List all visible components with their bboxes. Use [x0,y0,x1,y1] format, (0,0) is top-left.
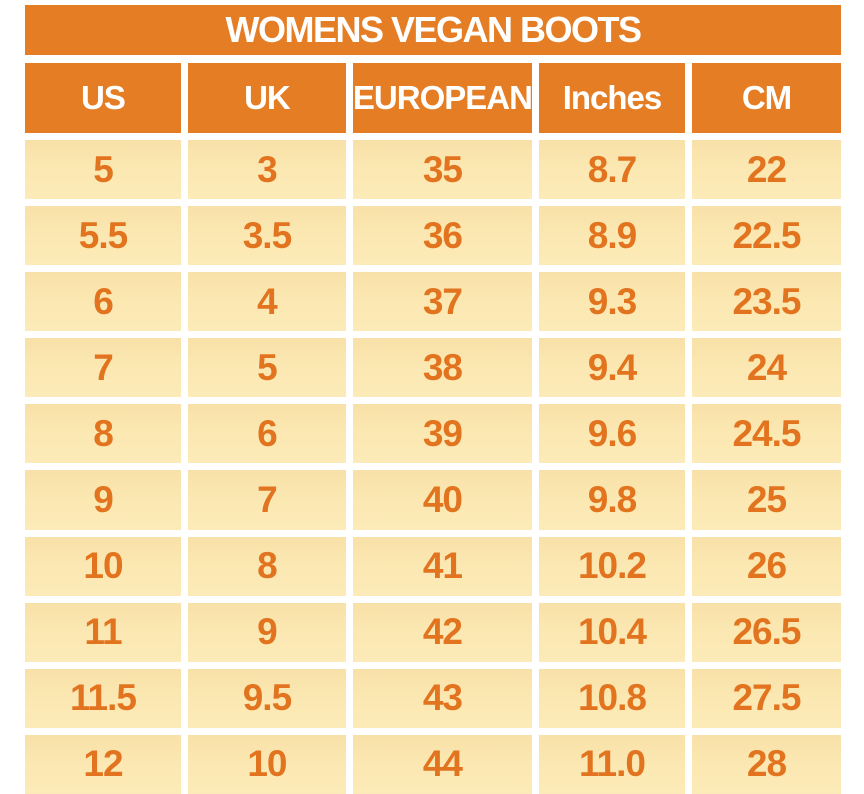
column-header-cm: CM [691,63,841,133]
table-cell: 26.5 [691,602,841,662]
table-cell: 26 [691,536,841,596]
table-cell: 11 [25,602,181,662]
column-header-inches: Inches [538,63,685,133]
column-header-uk: UK [187,63,346,133]
chart-title-bar: WOMENS VEGAN BOOTS [25,5,841,55]
table-cell: 38 [352,338,532,398]
table-cell: 3 [187,140,346,200]
table-cell: 8.7 [538,140,685,200]
table-cell: 9 [187,602,346,662]
table-cell: 39 [352,404,532,464]
table-cell: 9 [25,470,181,530]
chart-title: WOMENS VEGAN BOOTS [225,9,642,50]
table-cell: 10.4 [538,602,685,662]
table-cell: 11.5 [25,668,181,728]
table-cell: 9.5 [187,668,346,728]
table-cell: 24 [691,338,841,398]
table-cell: 25 [691,470,841,530]
table-cell: 6 [25,272,181,332]
table-cell: 10 [25,536,181,596]
table-cell: 8 [187,536,346,596]
table-cell: 8.9 [538,206,685,266]
table-cell: 10.2 [538,536,685,596]
table-cell: 9.3 [538,272,685,332]
table-cell: 9.8 [538,470,685,530]
table-cell: 41 [352,536,532,596]
table-cell: 5.5 [25,206,181,266]
table-cell: 4 [187,272,346,332]
column-header-us: US [25,63,181,133]
table-cell: 8 [25,404,181,464]
table-cell: 44 [352,734,532,794]
table-cell: 7 [187,470,346,530]
table-cell: 10.8 [538,668,685,728]
table-cell: 22 [691,140,841,200]
table-cell: 10 [187,734,346,794]
table-cell: 24.5 [691,404,841,464]
table-cell: 22.5 [691,206,841,266]
column-header-european: EUROPEAN [352,63,533,133]
table-cell: 27.5 [691,668,841,728]
table-cell: 43 [352,668,532,728]
table-cell: 12 [25,734,181,794]
table-cell: 23.5 [691,272,841,332]
table-cell: 9.4 [538,338,685,398]
size-table: US UK EUROPEAN Inches CM 5 3 35 8.7 22 5… [25,63,841,794]
table-cell: 7 [25,338,181,398]
table-cell: 36 [352,206,532,266]
table-cell: 40 [352,470,532,530]
table-cell: 6 [187,404,346,464]
table-cell: 42 [352,602,532,662]
table-cell: 28 [691,734,841,794]
table-cell: 11.0 [538,734,685,794]
table-cell: 5 [25,140,181,200]
table-cell: 35 [352,140,532,200]
table-cell: 9.6 [538,404,685,464]
table-cell: 3.5 [187,206,346,266]
table-cell: 37 [352,272,532,332]
table-cell: 5 [187,338,346,398]
